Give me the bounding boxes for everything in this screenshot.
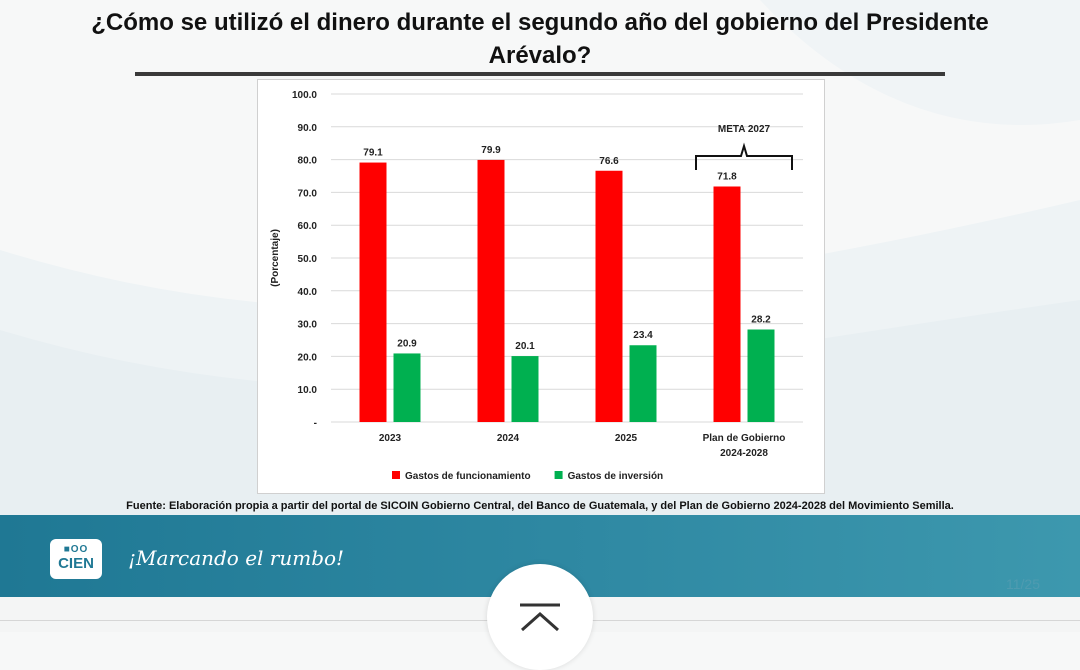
legend-swatch <box>392 471 400 479</box>
y-tick-label: 50.0 <box>298 254 318 265</box>
footer-slogan: ¡Marcando el rumbo! <box>128 546 345 570</box>
y-tick-label: 90.0 <box>298 123 318 134</box>
chevron-up-bar-icon <box>520 603 560 632</box>
y-tick-label: 60.0 <box>298 221 318 232</box>
y-tick-label: 80.0 <box>298 156 318 167</box>
y-tick-label: 30.0 <box>298 320 318 331</box>
source-note: Fuente: Elaboración propia a partir del … <box>126 500 954 512</box>
data-label: 23.4 <box>633 330 653 341</box>
x-tick-label: 2024 <box>497 433 520 444</box>
legend-swatch <box>554 471 563 479</box>
legend-label: Gastos de funcionamiento <box>405 471 531 482</box>
y-tick-label: 10.0 <box>298 385 318 396</box>
bar <box>477 159 505 422</box>
title-divider <box>135 72 945 76</box>
y-tick-label: 40.0 <box>298 287 318 298</box>
bar <box>359 162 387 422</box>
bar <box>747 329 775 422</box>
data-label: 76.6 <box>599 156 619 167</box>
data-label: 20.1 <box>515 341 535 352</box>
data-label: 79.9 <box>481 145 501 156</box>
data-label: 20.9 <box>397 338 417 349</box>
y-tick-label: 70.0 <box>298 188 318 199</box>
data-label: 79.1 <box>363 148 383 159</box>
x-tick-label: 2024-2028 <box>720 448 768 459</box>
x-tick-label: 2025 <box>615 433 638 444</box>
bar <box>629 345 657 422</box>
bar <box>393 353 421 422</box>
y-tick-label: 100.0 <box>292 90 317 101</box>
scroll-to-top-button[interactable] <box>487 564 593 670</box>
page-title: ¿Cómo se utilizó el dinero durante el se… <box>91 9 989 69</box>
bar-chart: - 10.0 20.0 30.0 40.0 50.0 60.0 70.0 80.0 90.0 100… <box>270 90 803 482</box>
chart-panel: - 10.0 20.0 30.0 40.0 50.0 60.0 70.0 80.0 90.0 100… <box>257 79 825 494</box>
legend-label: Gastos de inversión <box>568 471 664 482</box>
x-tick-label: Plan de Gobierno <box>703 433 786 444</box>
annotation-bracket <box>695 142 793 170</box>
bar <box>595 170 623 422</box>
data-label: 28.2 <box>751 315 771 326</box>
y-tick-label: - <box>314 418 317 429</box>
x-tick-label: 2023 <box>379 433 402 444</box>
logo-text: CIEN <box>58 555 94 572</box>
y-axis-title: (Porcentaje) <box>270 229 281 287</box>
y-tick-label: 20.0 <box>298 352 318 363</box>
bar <box>511 356 539 422</box>
annotation-label: META 2027 <box>718 124 771 135</box>
page-number: 11/25 <box>1006 576 1040 592</box>
bar <box>713 186 741 422</box>
cien-logo: ■OO CIEN <box>50 539 102 579</box>
data-label: 71.8 <box>717 171 737 182</box>
logo-mark: ■OO <box>63 544 89 555</box>
